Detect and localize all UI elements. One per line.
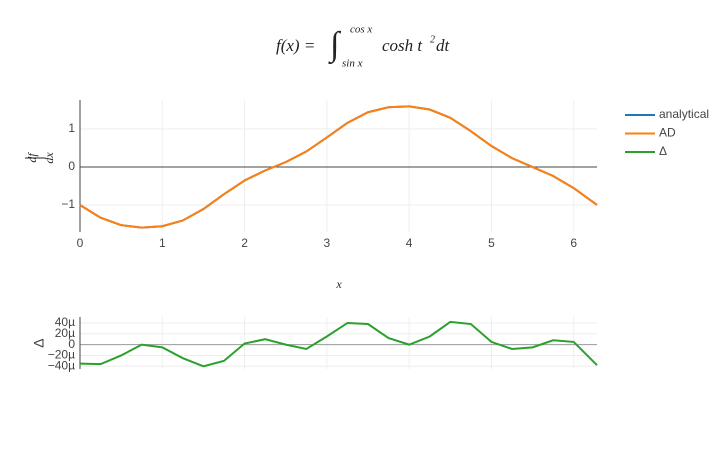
title-upper: cos x (350, 24, 372, 36)
x-tick-label: 0 (77, 236, 84, 250)
y-tick-label: −20µ (48, 348, 75, 362)
x-tick-label: 3 (324, 236, 331, 250)
x-label: x (335, 277, 342, 291)
y-tick-label: 0 (68, 159, 75, 173)
y-label-num: df (25, 152, 39, 163)
y-tick-label: −1 (61, 197, 75, 211)
x-tick-label: 5 (488, 236, 495, 250)
x-tick-label: 2 (241, 236, 248, 250)
title-power: 2 (430, 34, 435, 45)
y-tick-label: 0 (68, 337, 75, 351)
x-tick-label: 6 (570, 236, 577, 250)
title-integrand: cosh t (382, 36, 423, 55)
title-lower: sin x (342, 58, 363, 70)
y-label: Δ (31, 338, 47, 347)
line (79, 320, 598, 368)
y-tick-label: 1 (68, 121, 75, 135)
y-label-den: dx (42, 152, 56, 164)
title: f(x) = ∫ cos x sin x cosh t 2 dt (276, 24, 451, 70)
legend-label: Δ (659, 144, 667, 158)
x-tick-label: 1 (159, 236, 166, 250)
title-integral: ∫ (328, 26, 342, 65)
title-lhs: f(x) = (276, 36, 315, 55)
y-tick-label: 40µ (55, 315, 75, 329)
line (79, 105, 598, 229)
legend-label: AD (659, 126, 676, 140)
legend-label: analytical (659, 107, 709, 121)
y-tick-label: 20µ (55, 326, 75, 340)
y-tick-label: −40µ (48, 358, 75, 372)
title-differential: dt (436, 36, 451, 55)
x-tick-label: 4 (406, 236, 413, 250)
